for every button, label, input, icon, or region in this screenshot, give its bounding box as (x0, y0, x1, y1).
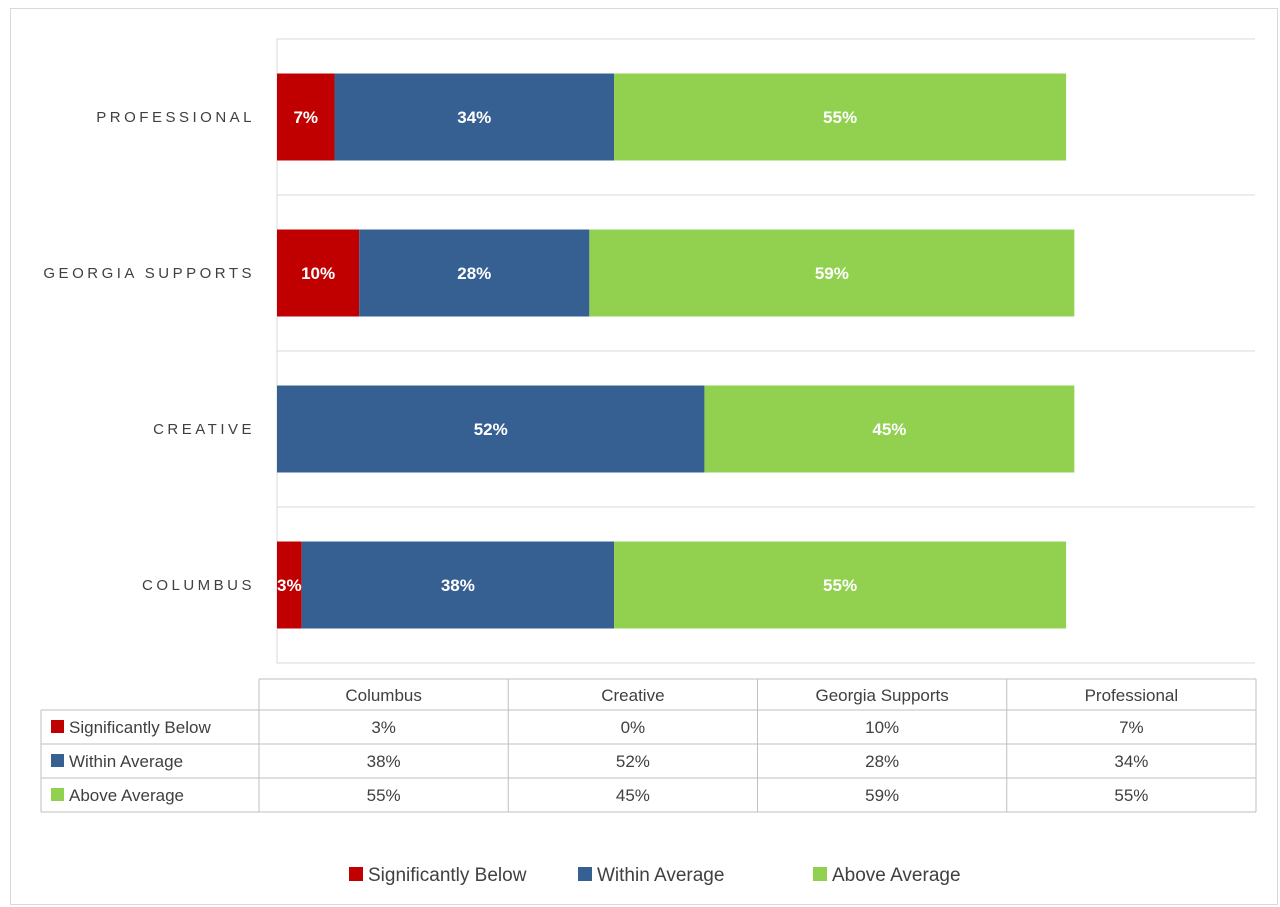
bar-data-label: 28% (457, 264, 491, 283)
table-legend-key (51, 754, 64, 767)
chart-frame: 7% 34% 55% 10% 28% 59% 52% 45% 3% 38% 55% PROFESSI… (10, 8, 1278, 905)
table-cell: 45% (616, 786, 650, 805)
legend-key-within-average (578, 867, 592, 881)
bar-data-label: 3% (277, 576, 302, 595)
table-column-header: Creative (601, 686, 664, 705)
table-row-label: Above Average (69, 786, 184, 805)
table-cell: 38% (367, 752, 401, 771)
table-cell: 28% (865, 752, 899, 771)
bar-data-label: 10% (301, 264, 335, 283)
table-cell: 10% (865, 718, 899, 737)
table-column-header: Georgia Supports (816, 686, 949, 705)
table-legend-key (51, 788, 64, 801)
bar-within-average-georgia-supports (359, 229, 590, 317)
table-row-label: Significantly Below (69, 718, 211, 737)
stacked-bar-chart: 7% 34% 55% 10% 28% 59% 52% 45% 3% 38% 55% PROFESSI… (40, 38, 1257, 886)
bar-above-average-creative (704, 385, 1075, 473)
category-label-georgia-supports: GEORGIA SUPPORTS (43, 265, 255, 282)
bar-data-label: 55% (823, 108, 857, 127)
table-cell: 52% (616, 752, 650, 771)
bar-above-average-columbus (614, 541, 1067, 629)
legend: Significantly Below Within Average Above A… (349, 865, 961, 886)
table-column-header: Columbus (345, 686, 422, 705)
table-row-label: Within Average (69, 752, 183, 771)
bar-above-average-georgia-supports (589, 229, 1075, 317)
bar-significantly-below-georgia-supports (277, 229, 360, 317)
category-labels: PROFESSIONAL GEORGIA SUPPORTS CREATIVE COLU… (43, 109, 255, 594)
bar-within-average-columbus (301, 541, 615, 629)
bar-data-label: 59% (815, 264, 849, 283)
table-cell: 59% (865, 786, 899, 805)
bar-data-label: 7% (293, 108, 318, 127)
bar-above-average-professional (614, 73, 1067, 161)
table-cell: 0% (621, 718, 646, 737)
table-cell: 55% (367, 786, 401, 805)
bar-significantly-below-columbus (277, 541, 302, 629)
bar-data-label: 55% (823, 576, 857, 595)
bar-data-label: 38% (441, 576, 475, 595)
table-cell: 55% (1114, 786, 1148, 805)
legend-label-above-average: Above Average (832, 865, 961, 886)
bars-layer: 7% 34% 55% 10% 28% 59% 52% 45% 3% 38% 55% (277, 73, 1075, 629)
bar-data-label: 34% (457, 108, 491, 127)
table-cell: 3% (371, 718, 396, 737)
data-table: Columbus Creative Georgia Supports Professi… (40, 678, 1257, 813)
category-label-columbus: COLUMBUS (142, 577, 255, 594)
legend-key-above-average (813, 867, 827, 881)
bar-within-average-creative (277, 385, 705, 473)
category-label-professional: PROFESSIONAL (96, 109, 255, 126)
legend-label-significantly-below: Significantly Below (368, 865, 527, 886)
bar-significantly-below-professional (277, 73, 335, 161)
bar-within-average-professional (334, 73, 615, 161)
legend-label-within-average: Within Average (597, 865, 724, 886)
table-cell: 7% (1119, 718, 1144, 737)
table-cell: 34% (1114, 752, 1148, 771)
bar-data-label: 52% (474, 420, 508, 439)
legend-key-significantly-below (349, 867, 363, 881)
table-legend-key (51, 720, 64, 733)
table-column-header: Professional (1085, 686, 1179, 705)
category-label-creative: CREATIVE (153, 421, 255, 438)
bar-data-label: 45% (872, 420, 906, 439)
